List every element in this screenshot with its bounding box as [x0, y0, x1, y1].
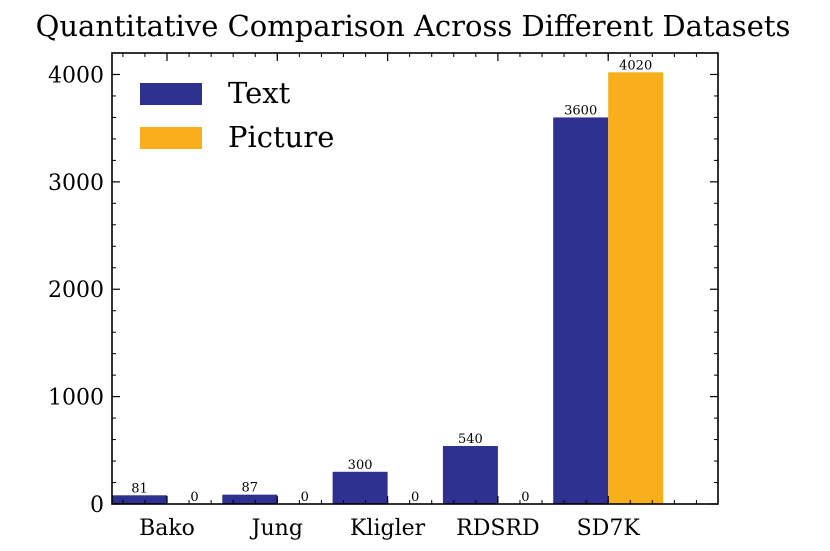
- x-tick-label-bako: Bako: [139, 516, 195, 541]
- y-tick-label-3000: 3000: [48, 171, 104, 196]
- data-label-picture-rdsrd: 0: [521, 490, 529, 505]
- data-labels-layer: 81 0 87 0 300 0 540 0 3600 4020: [131, 58, 652, 505]
- data-label-text-bako: 81: [131, 481, 148, 496]
- legend-label-picture: Picture: [228, 120, 334, 154]
- data-label-text-sd7k: 3600: [564, 103, 597, 118]
- x-tick-label-sd7k: SD7K: [577, 516, 641, 541]
- legend-swatch-text: [140, 83, 202, 105]
- x-tick-label-rdsrd: RDSRD: [456, 516, 539, 541]
- x-tick-label-kligler: Kligler: [350, 516, 426, 541]
- plot-frame: [111, 52, 719, 505]
- legend: Text Picture: [140, 76, 334, 154]
- bar-text-rdsrd: [442, 446, 498, 504]
- bars-layer: [112, 72, 664, 504]
- bar-text-bako: [112, 495, 167, 504]
- bar-text-kligler: [332, 471, 388, 504]
- data-label-text-jung: 87: [242, 481, 259, 496]
- bar-text-sd7k: [553, 117, 609, 504]
- ticks-layer: Bako Jung Kligler RDSRD SD7K0100020003000400…: [48, 53, 718, 541]
- legend-swatch-picture: [140, 127, 202, 149]
- y-tick-label-2000: 2000: [48, 278, 104, 303]
- y-tick-label-4000: 4000: [48, 63, 104, 88]
- y-tick-label-1000: 1000: [48, 386, 104, 411]
- data-label-picture-jung: 0: [301, 490, 309, 505]
- data-label-picture-bako: 0: [190, 490, 198, 505]
- y-tick-label-0: 0: [90, 493, 104, 518]
- data-label-text-kligler: 300: [348, 458, 373, 473]
- data-label-picture-kligler: 0: [411, 490, 419, 505]
- x-tick-label-jung: Jung: [250, 516, 303, 541]
- legend-label-text: Text: [228, 76, 291, 110]
- chart-title: Quantitative Comparison Across Different…: [36, 9, 791, 43]
- data-label-text-rdsrd: 540: [458, 432, 483, 447]
- bar-text-jung: [222, 494, 278, 504]
- data-label-picture-sd7k: 4020: [619, 58, 652, 73]
- bar-picture-sd7k: [608, 72, 664, 504]
